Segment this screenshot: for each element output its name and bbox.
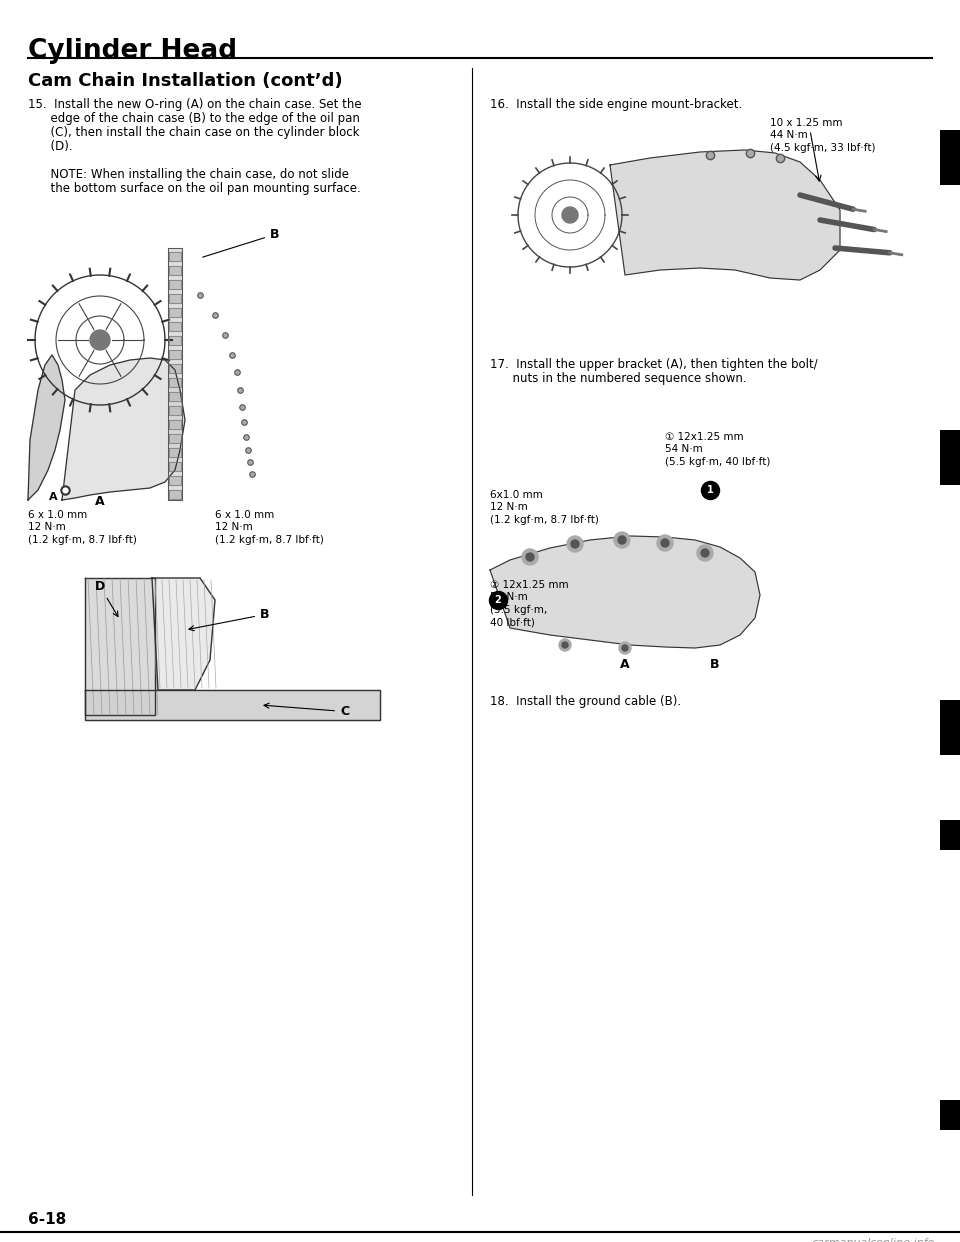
Polygon shape <box>169 406 181 415</box>
Polygon shape <box>28 355 65 501</box>
Text: A: A <box>49 492 58 502</box>
Circle shape <box>567 537 583 551</box>
Text: D: D <box>95 580 118 616</box>
Circle shape <box>697 545 713 561</box>
Polygon shape <box>169 491 181 499</box>
Text: B: B <box>189 609 270 631</box>
Text: the bottom surface on the oil pan mounting surface.: the bottom surface on the oil pan mounti… <box>28 183 361 195</box>
Circle shape <box>562 642 568 648</box>
Polygon shape <box>169 392 181 401</box>
Bar <box>940 1100 960 1130</box>
Text: Cylinder Head: Cylinder Head <box>28 39 237 65</box>
Polygon shape <box>610 150 840 279</box>
Text: carmanualsonline.info: carmanualsonline.info <box>812 1238 935 1242</box>
Polygon shape <box>490 537 760 648</box>
Bar <box>940 430 960 484</box>
Text: 2: 2 <box>494 595 501 605</box>
Polygon shape <box>169 294 181 303</box>
Circle shape <box>661 539 669 546</box>
Text: B: B <box>203 229 279 257</box>
Polygon shape <box>169 462 181 471</box>
Text: 10 x 1.25 mm
44 N·m
(4.5 kgf·m, 33 lbf·ft): 10 x 1.25 mm 44 N·m (4.5 kgf·m, 33 lbf·f… <box>770 118 876 153</box>
Text: C: C <box>264 703 349 718</box>
Circle shape <box>619 642 631 655</box>
Polygon shape <box>169 337 181 345</box>
Circle shape <box>614 532 630 548</box>
Polygon shape <box>562 207 578 224</box>
Polygon shape <box>169 308 181 317</box>
Text: 6 x 1.0 mm
12 N·m
(1.2 kgf·m, 8.7 lbf·ft): 6 x 1.0 mm 12 N·m (1.2 kgf·m, 8.7 lbf·ft… <box>28 510 137 545</box>
Text: A: A <box>620 658 630 671</box>
Polygon shape <box>169 322 181 332</box>
Circle shape <box>522 549 538 565</box>
Polygon shape <box>169 476 181 484</box>
Polygon shape <box>169 378 181 388</box>
Polygon shape <box>62 358 185 501</box>
Text: Cam Chain Installation (cont’d): Cam Chain Installation (cont’d) <box>28 72 343 89</box>
Text: 6-18: 6-18 <box>28 1212 66 1227</box>
Text: (D).: (D). <box>28 140 73 153</box>
Circle shape <box>618 537 626 544</box>
Circle shape <box>571 540 579 548</box>
Polygon shape <box>169 420 181 428</box>
Text: (C), then install the chain case on the cylinder block: (C), then install the chain case on the … <box>28 125 359 139</box>
Text: edge of the chain case (B) to the edge of the oil pan: edge of the chain case (B) to the edge o… <box>28 112 360 125</box>
Polygon shape <box>169 350 181 359</box>
Circle shape <box>559 638 571 651</box>
Polygon shape <box>152 578 215 691</box>
Text: 6 x 1.0 mm
12 N·m
(1.2 kgf·m, 8.7 lbf·ft): 6 x 1.0 mm 12 N·m (1.2 kgf·m, 8.7 lbf·ft… <box>215 510 324 545</box>
Polygon shape <box>85 578 155 715</box>
Text: 15.  Install the new O-ring (A) on the chain case. Set the: 15. Install the new O-ring (A) on the ch… <box>28 98 362 111</box>
Text: 1: 1 <box>707 484 713 496</box>
Polygon shape <box>90 330 110 350</box>
Polygon shape <box>169 266 181 274</box>
Text: 18.  Install the ground cable (B).: 18. Install the ground cable (B). <box>490 696 682 708</box>
Text: B: B <box>710 658 720 671</box>
Polygon shape <box>169 279 181 289</box>
Text: 17.  Install the upper bracket (A), then tighten the bolt/: 17. Install the upper bracket (A), then … <box>490 358 818 371</box>
Text: NOTE: When installing the chain case, do not slide: NOTE: When installing the chain case, do… <box>28 168 349 181</box>
Circle shape <box>701 549 709 556</box>
Text: ① 12x1.25 mm
54 N·m
(5.5 kgf·m, 40 lbf·ft): ① 12x1.25 mm 54 N·m (5.5 kgf·m, 40 lbf·f… <box>665 432 770 467</box>
Text: 16.  Install the side engine mount-bracket.: 16. Install the side engine mount-bracke… <box>490 98 742 111</box>
Polygon shape <box>169 433 181 443</box>
Text: A: A <box>95 496 105 508</box>
Circle shape <box>622 645 628 651</box>
Bar <box>940 700 960 755</box>
Polygon shape <box>169 448 181 457</box>
Text: 6x1.0 mm
12 N·m
(1.2 kgf·m, 8.7 lbf·ft): 6x1.0 mm 12 N·m (1.2 kgf·m, 8.7 lbf·ft) <box>490 491 599 525</box>
Text: ② 12x1.25 mm
54 N·m
(5.5 kgf·m,
40 lbf·ft): ② 12x1.25 mm 54 N·m (5.5 kgf·m, 40 lbf·f… <box>490 580 568 627</box>
Circle shape <box>526 553 534 561</box>
Circle shape <box>657 535 673 551</box>
Polygon shape <box>169 364 181 373</box>
Text: nuts in the numbered sequence shown.: nuts in the numbered sequence shown. <box>490 373 747 385</box>
Bar <box>940 820 960 850</box>
Bar <box>940 130 960 185</box>
Polygon shape <box>85 691 380 720</box>
Polygon shape <box>168 248 182 501</box>
Polygon shape <box>169 252 181 261</box>
